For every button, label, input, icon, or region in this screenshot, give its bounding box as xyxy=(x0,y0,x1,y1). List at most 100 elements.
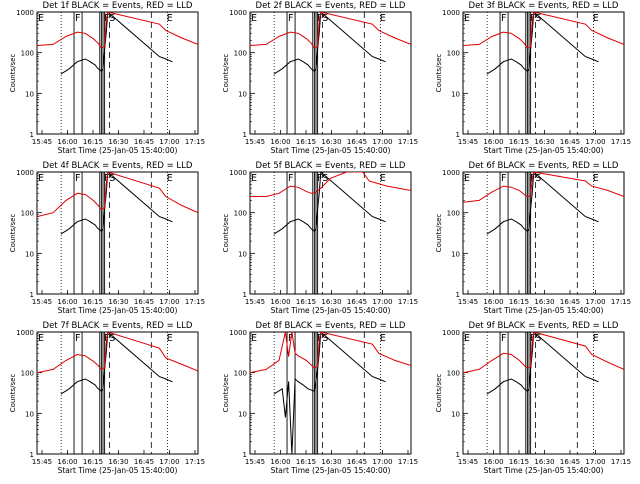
data-point xyxy=(314,230,315,232)
data-point xyxy=(158,56,160,58)
data-point xyxy=(591,218,593,220)
data-point xyxy=(281,68,283,70)
data-point xyxy=(273,393,275,395)
x-tick-label: 16:30 xyxy=(321,298,341,306)
plot-axes-frame xyxy=(462,331,625,455)
data-point xyxy=(528,228,530,230)
data-point xyxy=(502,221,504,223)
x-tick-label: 16:00 xyxy=(270,138,290,146)
x-tick-label: 16:15 xyxy=(509,298,529,306)
data-point xyxy=(89,381,91,383)
x-tick-label: 16:30 xyxy=(321,138,341,146)
region-label: FS xyxy=(317,333,328,344)
x-axis-label: Start Time (25-Jan-05 15:40:00) xyxy=(484,306,604,315)
data-point xyxy=(463,45,464,46)
y-tick-label: 1 xyxy=(30,291,34,299)
data-point xyxy=(591,58,593,60)
data-point xyxy=(289,221,291,223)
data-point xyxy=(371,376,373,378)
data-point xyxy=(527,230,528,232)
data-point xyxy=(197,43,198,45)
data-point xyxy=(317,46,319,48)
y-tick-label: 10 xyxy=(451,90,460,98)
data-point xyxy=(486,233,488,235)
data-point xyxy=(310,42,312,44)
data-point xyxy=(101,70,102,72)
data-point xyxy=(307,64,309,66)
data-point xyxy=(320,332,322,333)
data-point xyxy=(368,180,370,182)
data-point xyxy=(371,343,373,345)
x-tick-label: 16:30 xyxy=(108,298,128,306)
region-label: FS xyxy=(530,333,541,344)
data-point xyxy=(101,230,102,232)
data-point xyxy=(410,190,411,191)
data-point xyxy=(515,381,517,383)
y-tick-label: 10 xyxy=(238,250,247,258)
data-point xyxy=(523,388,525,390)
data-point xyxy=(463,372,464,374)
data-point xyxy=(607,190,609,191)
data-point xyxy=(97,388,99,390)
data-point xyxy=(52,369,54,370)
data-point xyxy=(102,68,104,70)
data-point xyxy=(273,233,275,235)
region-label: E xyxy=(251,333,257,344)
x-axis-label: Start Time (25-Jan-05 15:40:00) xyxy=(271,146,391,155)
data-point xyxy=(307,224,309,226)
data-point xyxy=(60,73,62,75)
data-point xyxy=(378,30,380,31)
data-point xyxy=(37,216,38,218)
data-point xyxy=(297,186,299,188)
region-label: E xyxy=(167,173,173,184)
data-point xyxy=(101,47,102,49)
x-tick-label: 15:45 xyxy=(458,298,478,306)
data-point xyxy=(597,61,599,63)
plot-title: Det 6f BLACK = Events, RED = LLD xyxy=(469,161,619,171)
x-tick-label: 16:15 xyxy=(83,138,103,146)
data-point xyxy=(104,207,106,209)
data-point xyxy=(515,221,517,223)
x-tick-label: 16:00 xyxy=(270,298,290,306)
data-point xyxy=(317,209,319,210)
data-point xyxy=(510,378,512,380)
x-tick-label: 16:45 xyxy=(347,458,367,466)
data-point xyxy=(289,61,291,63)
data-point xyxy=(384,61,386,63)
data-point xyxy=(502,31,504,33)
x-tick-label: 16:00 xyxy=(57,458,77,466)
y-tick-label: 100 xyxy=(447,50,460,58)
data-point xyxy=(591,30,593,31)
data-point xyxy=(307,388,309,390)
data-point xyxy=(104,209,106,210)
region-label: E xyxy=(167,333,173,344)
x-tick-label: 16:30 xyxy=(108,458,128,466)
x-tick-label: 16:45 xyxy=(134,138,154,146)
data-point xyxy=(310,228,312,230)
data-point xyxy=(310,192,312,194)
data-point xyxy=(378,378,380,380)
data-point xyxy=(165,58,167,60)
data-point xyxy=(371,216,373,218)
x-tick-label: 16:15 xyxy=(296,458,316,466)
data-point xyxy=(531,342,533,343)
data-point xyxy=(510,32,512,34)
plot-panel-4f: Det 4f BLACK = Events, RED = LLD 1 10 100 10… xyxy=(9,161,205,315)
data-point xyxy=(314,192,315,194)
data-point xyxy=(97,68,99,70)
data-point xyxy=(318,32,320,34)
data-point xyxy=(528,68,530,70)
data-point xyxy=(491,191,493,193)
data-point xyxy=(510,354,512,355)
region-label: F xyxy=(75,13,80,24)
region-label: F xyxy=(75,173,80,184)
y-tick-label: 1000 xyxy=(229,9,247,17)
y-tick-label: 100 xyxy=(21,370,34,378)
data-point xyxy=(265,43,267,45)
x-tick-label: 17:15 xyxy=(185,458,205,466)
data-point xyxy=(104,367,106,369)
data-point xyxy=(68,388,70,390)
x-tick-label: 17:15 xyxy=(611,458,631,466)
plot-title: Det 9f BLACK = Events, RED = LLD xyxy=(469,321,619,331)
plot-panel-1f: Det 1f BLACK = Events, RED = LLD 1 10 100 10… xyxy=(9,1,205,155)
